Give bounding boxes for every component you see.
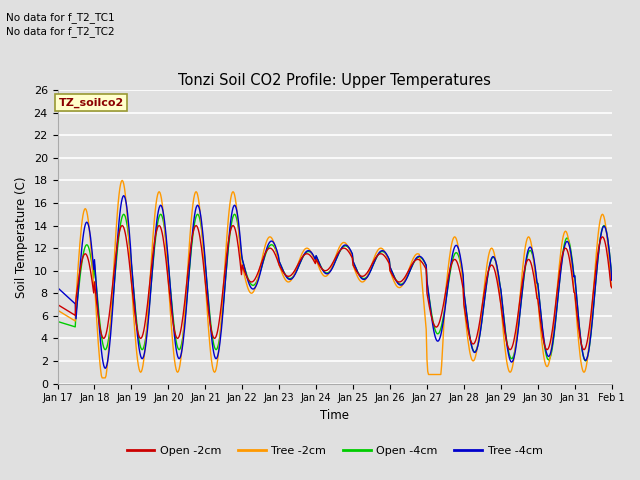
Title: Tonzi Soil CO2 Profile: Upper Temperatures: Tonzi Soil CO2 Profile: Upper Temperatur… [178,72,491,87]
Text: No data for f_T2_TC2: No data for f_T2_TC2 [6,26,115,37]
Text: TZ_soilco2: TZ_soilco2 [59,97,124,108]
Y-axis label: Soil Temperature (C): Soil Temperature (C) [15,176,28,298]
Text: No data for f_T2_TC1: No data for f_T2_TC1 [6,12,115,23]
Legend: Open -2cm, Tree -2cm, Open -4cm, Tree -4cm: Open -2cm, Tree -2cm, Open -4cm, Tree -4… [122,441,547,460]
X-axis label: Time: Time [320,409,349,422]
